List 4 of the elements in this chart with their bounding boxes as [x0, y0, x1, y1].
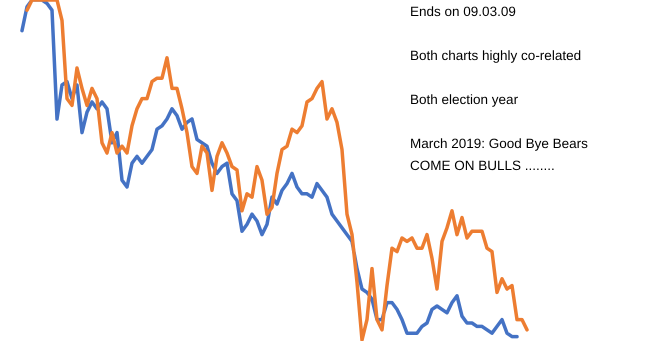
- annotation: Both election year: [410, 92, 519, 107]
- annotation: March 2019: Good Bye Bears COME ON BULLS ........: [410, 136, 588, 173]
- annotation: Both charts highly co-related: [410, 48, 582, 63]
- annotation: Ends on 09.03.09: [410, 4, 516, 19]
